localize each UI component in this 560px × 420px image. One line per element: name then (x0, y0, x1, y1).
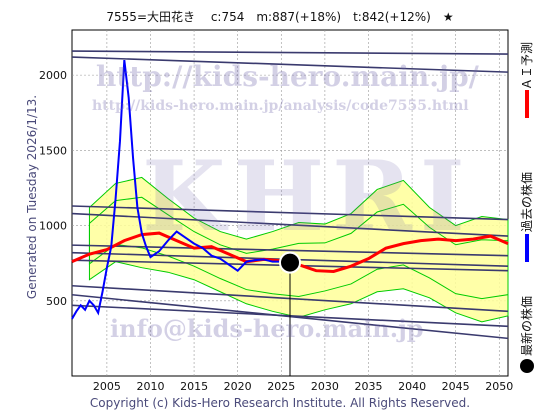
x-tick-label: 2030 (311, 380, 339, 393)
y-tick-label: 2000 (39, 69, 67, 82)
trend-line (71, 212, 509, 237)
y-tick-label: 1000 (39, 220, 67, 233)
x-tick-label: 2040 (398, 380, 426, 393)
grid (72, 30, 508, 376)
x-tick-label: 2005 (93, 380, 121, 393)
trend-line (71, 244, 509, 257)
series (71, 59, 509, 376)
watermark-email: info@kids-hero.main.jp (110, 314, 424, 343)
trend-line (71, 50, 509, 55)
legend-label-latest-price: 最新の株価 (520, 295, 534, 356)
watermark-url-main: http://kids-hero.main.jp/ (96, 60, 479, 93)
band-outer (88, 176, 509, 323)
x-tick-label: 2020 (224, 380, 252, 393)
x-tick-label: 2025 (267, 380, 295, 393)
x-tick-label: 2045 (442, 380, 470, 393)
legend-label-past-price: 過去の株価 (520, 171, 534, 232)
x-tick-label: 2015 (180, 380, 208, 393)
y-tick-label: 1500 (39, 144, 67, 157)
generated-date: Generated on Tuesday 2026/1/13. (25, 94, 39, 300)
trend-line (71, 56, 509, 73)
past-price-line (71, 59, 291, 320)
forecast-band (88, 176, 509, 323)
trend-line (71, 205, 509, 221)
watermark-url-analysis: http://kids-hero.main.jp/analysis/code75… (92, 98, 469, 114)
band-inner (88, 196, 509, 300)
x-tick-label: 2035 (354, 380, 382, 393)
legend (520, 90, 534, 373)
x-tick-label: 2050 (485, 380, 513, 393)
chart-title: 7555=大田花き c:754 m:887(+18%) t:842(+12%) … (106, 10, 454, 24)
copyright-footer: Copyright (c) Kids-Hero Research Institu… (89, 396, 471, 410)
y-tick-label: 500 (46, 295, 67, 308)
legend-label-ai-forecast: ＡＩ予測 (520, 41, 534, 90)
latest-price-marker (279, 251, 301, 274)
x-tick-label: 2010 (136, 380, 164, 393)
legend-swatch-latest-price (520, 359, 534, 373)
watermark-brand: KHRI (142, 140, 473, 253)
tick-labels: 2005 2010 2015 2020 2025 2030 2035 2040 2045 2050… (39, 69, 513, 393)
